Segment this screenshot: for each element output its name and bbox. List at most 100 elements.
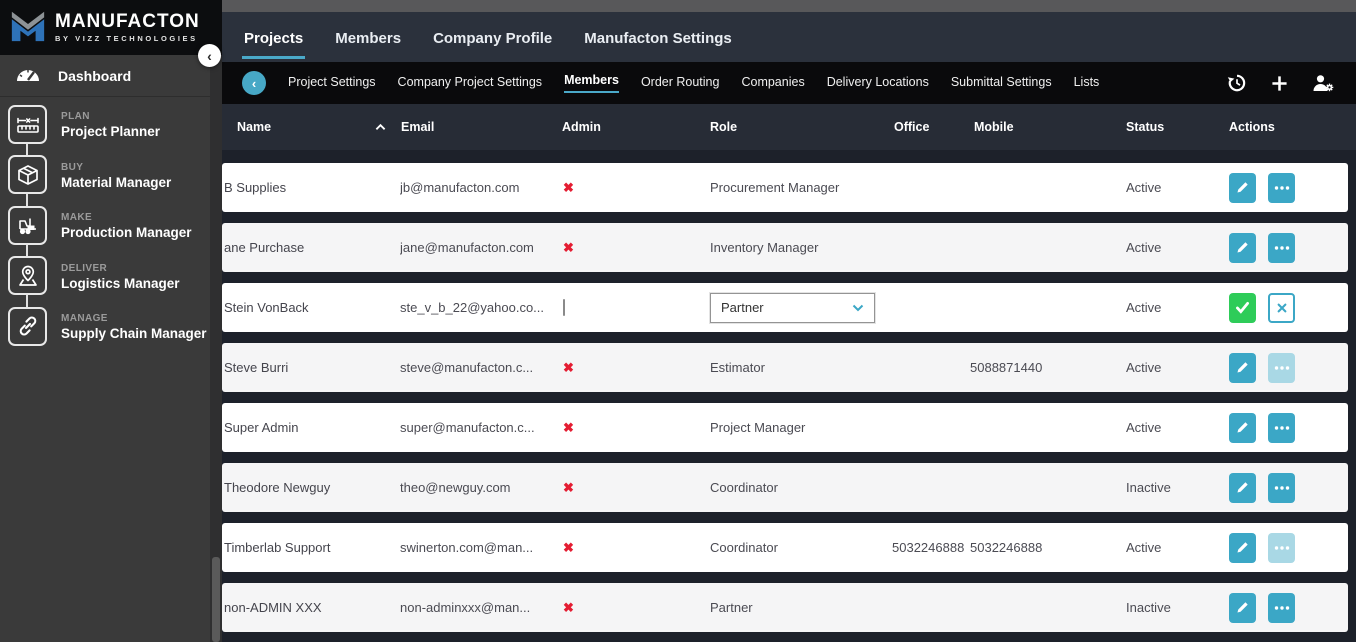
cancel-button[interactable] <box>1268 292 1295 323</box>
sidebar-item-project-planner[interactable]: PLAN Project Planner <box>0 99 222 150</box>
more-actions-button[interactable] <box>1268 172 1295 203</box>
member-role: Coordinator <box>710 480 778 495</box>
edit-button[interactable] <box>1229 412 1256 443</box>
subnav-delivery-locations[interactable]: Delivery Locations <box>826 75 929 89</box>
table-row: Super Admin super@manufacton.c... ✖ Proj… <box>222 403 1348 452</box>
members-table-body: B Supplies jb@manufacton.com ✖ Procureme… <box>222 150 1356 642</box>
admin-checkbox[interactable] <box>563 299 565 316</box>
member-status: Inactive <box>1126 480 1171 495</box>
tab-company-profile[interactable]: Company Profile <box>433 30 553 47</box>
history-icon[interactable] <box>1227 73 1247 93</box>
add-icon[interactable] <box>1271 75 1288 92</box>
member-name: Theodore Newguy <box>224 480 331 495</box>
table-header: Name Email Admin Role Office Mobile Stat… <box>222 104 1356 150</box>
logo-subtitle: BY VIZZ TECHNOLOGIES <box>55 34 198 43</box>
member-role: Inventory Manager <box>710 240 819 255</box>
tab-manufacton-settings[interactable]: Manufacton Settings <box>584 30 732 47</box>
member-email: super@manufacton.c... <box>400 420 535 435</box>
chevron-left-icon: ‹ <box>251 75 257 91</box>
edit-button[interactable] <box>1229 352 1256 383</box>
sidebar-item-material-manager[interactable]: BUY Material Manager <box>0 150 222 201</box>
member-name: Steve Burri <box>224 360 289 375</box>
member-office: 5032246888 <box>892 540 965 555</box>
subnav-company-project-settings[interactable]: Company Project Settings <box>397 75 543 89</box>
sidebar-item-dashboard[interactable]: Dashboard <box>0 55 222 97</box>
chain-link-icon <box>8 306 47 346</box>
table-row-editing: Stein VonBack ste_v_b_22@yahoo.co... Par… <box>222 283 1348 332</box>
member-mobile: 5088871440 <box>970 360 1043 375</box>
column-header-email: Email <box>401 120 435 134</box>
member-email: theo@newguy.com <box>400 480 511 495</box>
sidebar-collapse-button[interactable]: ‹ <box>198 44 221 67</box>
subnav-companies[interactable]: Companies <box>741 75 805 89</box>
sidebar-item-supply-chain-manager[interactable]: MANAGE Supply Chain Manager <box>0 301 222 352</box>
admin-no-icon: ✖ <box>563 419 574 435</box>
more-actions-button-disabled <box>1268 352 1295 383</box>
gauge-icon <box>15 63 41 88</box>
add-member-icon[interactable] <box>1312 74 1334 92</box>
sidebar-item-production-manager[interactable]: MAKE Production Manager <box>0 200 222 251</box>
admin-no-icon: ✖ <box>563 239 574 255</box>
edit-button[interactable] <box>1229 232 1256 263</box>
more-actions-button[interactable] <box>1268 472 1295 503</box>
subnav-submittal-settings[interactable]: Submittal Settings <box>950 75 1052 89</box>
browser-strip <box>222 0 1356 12</box>
admin-no-icon: ✖ <box>563 599 574 615</box>
sidebar: MANUFACTON BY VIZZ TECHNOLOGIES ‹ Dashbo… <box>0 0 222 642</box>
subnav-order-routing[interactable]: Order Routing <box>640 75 720 89</box>
admin-no-icon: ✖ <box>563 359 574 375</box>
table-row: ane Purchase jane@manufacton.com ✖ Inven… <box>222 223 1348 272</box>
more-actions-button[interactable] <box>1268 412 1295 443</box>
subnav-lists[interactable]: Lists <box>1073 75 1100 89</box>
top-navigation: Projects Members Company Profile Manufac… <box>222 12 1356 62</box>
member-role: Project Manager <box>710 420 806 435</box>
edit-button[interactable] <box>1229 532 1256 563</box>
sidebar-category: DELIVER <box>61 262 108 274</box>
confirm-button[interactable] <box>1229 292 1256 323</box>
member-role: Procurement Manager <box>710 180 840 195</box>
chevron-left-icon: ‹ <box>207 47 212 64</box>
member-status: Active <box>1126 540 1162 555</box>
column-header-mobile: Mobile <box>974 120 1014 134</box>
column-header-office: Office <box>894 120 930 134</box>
sidebar-item-logistics-manager[interactable]: DELIVER Logistics Manager <box>0 251 222 302</box>
sidebar-scrollbar-thumb[interactable] <box>212 557 220 642</box>
sidebar-item-label: Logistics Manager <box>61 275 180 291</box>
sidebar-item-label: Dashboard <box>58 67 132 84</box>
tab-projects[interactable]: Projects <box>242 30 306 59</box>
member-name: non-ADMIN XXX <box>224 600 322 615</box>
member-name: B Supplies <box>224 180 287 195</box>
more-actions-button[interactable] <box>1268 592 1295 623</box>
edit-button[interactable] <box>1229 472 1256 503</box>
table-row: B Supplies jb@manufacton.com ✖ Procureme… <box>222 163 1348 212</box>
role-dropdown-value: Partner <box>721 300 764 315</box>
member-mobile: 5032246888 <box>970 540 1043 555</box>
sidebar-nav: PLAN Project Planner BUY Material Manage… <box>0 97 222 352</box>
table-row: Timberlab Support swinerton.com@man... ✖… <box>222 523 1348 572</box>
main-content: Projects Members Company Profile Manufac… <box>222 0 1356 642</box>
box-icon <box>8 155 47 195</box>
column-header-name[interactable]: Name <box>222 120 400 134</box>
table-row: Steve Burri steve@manufacton.c... ✖ Esti… <box>222 343 1348 392</box>
role-dropdown[interactable]: Partner <box>709 291 876 324</box>
member-status: Active <box>1126 180 1162 195</box>
sidebar-scrollbar-track <box>210 55 222 642</box>
tab-members[interactable]: Members <box>335 30 402 47</box>
member-email: jane@manufacton.com <box>400 240 534 255</box>
sidebar-category: MAKE <box>61 212 93 224</box>
member-status: Active <box>1126 420 1162 435</box>
sidebar-category: BUY <box>61 161 84 173</box>
member-email: ste_v_b_22@yahoo.co... <box>400 300 545 315</box>
subnav-members[interactable]: Members <box>564 73 619 93</box>
more-actions-button[interactable] <box>1268 232 1295 263</box>
member-status: Active <box>1126 360 1162 375</box>
column-header-status: Status <box>1126 120 1165 134</box>
member-email: jb@manufacton.com <box>400 180 520 195</box>
back-button[interactable]: ‹ <box>242 71 266 95</box>
subnav-project-settings[interactable]: Project Settings <box>288 75 376 89</box>
edit-button[interactable] <box>1229 172 1256 203</box>
table-row: Theodore Newguy theo@newguy.com ✖ Coordi… <box>222 463 1348 512</box>
edit-button[interactable] <box>1229 592 1256 623</box>
sidebar-category: MANAGE <box>61 313 108 325</box>
